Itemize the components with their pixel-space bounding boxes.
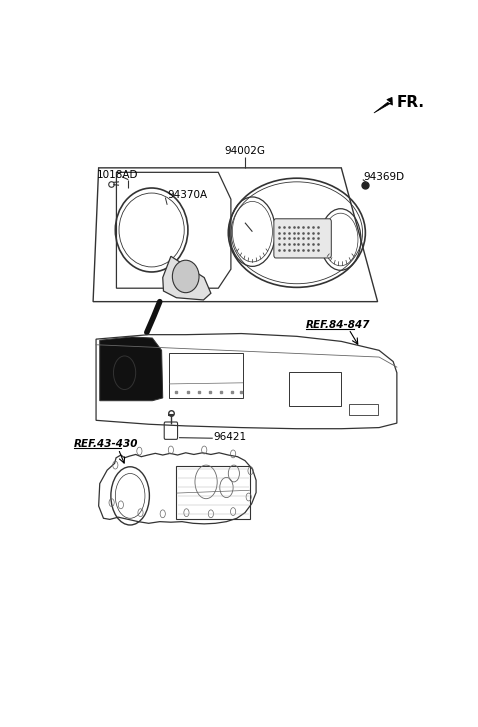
Polygon shape (100, 337, 163, 401)
FancyBboxPatch shape (274, 219, 331, 258)
Text: FR.: FR. (397, 95, 425, 111)
Text: 96421: 96421 (214, 432, 247, 441)
Polygon shape (374, 97, 392, 113)
Ellipse shape (173, 260, 199, 293)
Text: 94370A: 94370A (167, 190, 207, 200)
Text: 94002G: 94002G (225, 145, 265, 156)
Polygon shape (163, 257, 211, 300)
Text: 94369D: 94369D (363, 172, 405, 182)
Text: REF.84-847: REF.84-847 (306, 320, 370, 329)
Text: 1018AD: 1018AD (97, 170, 138, 180)
Text: REF.43-430: REF.43-430 (74, 439, 138, 449)
